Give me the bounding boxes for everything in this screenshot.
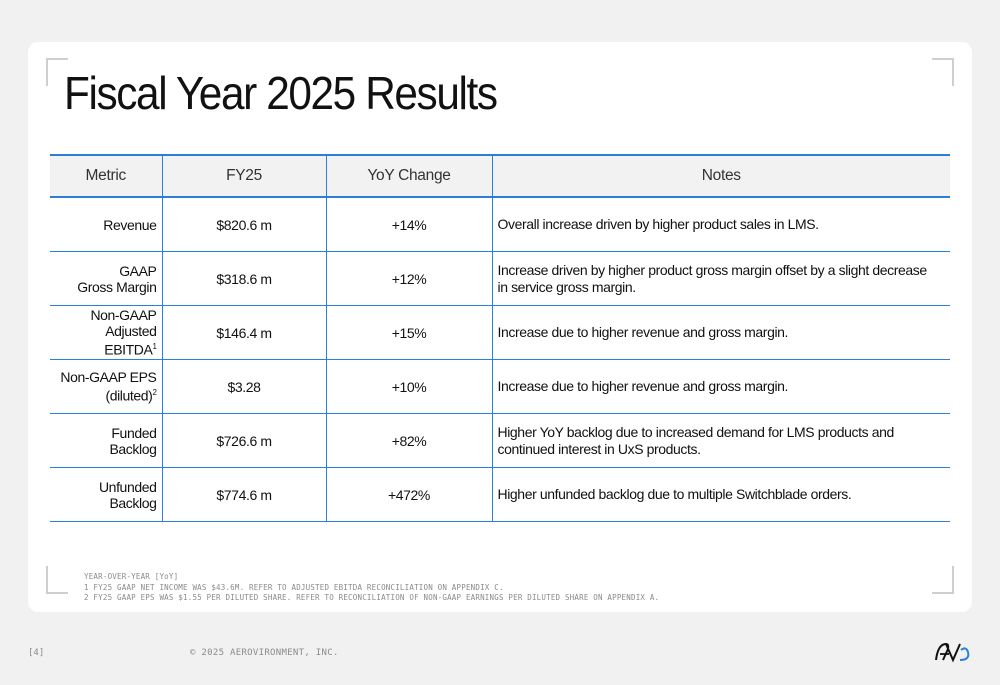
header-notes: Notes bbox=[491, 154, 950, 198]
header-yoy-change: YoY Change bbox=[325, 154, 492, 198]
corner-mark-bottom-left bbox=[46, 566, 68, 594]
fy25-value: $146.4 m bbox=[161, 305, 326, 360]
corner-mark-top-right bbox=[932, 58, 954, 86]
yoy-value: +15% bbox=[325, 305, 492, 360]
fy25-value: $318.6 m bbox=[161, 251, 326, 306]
footnote-ref: 1 bbox=[152, 342, 157, 352]
table-row: Funded Backlog $726.6 m +82% Higher YoY b… bbox=[50, 413, 950, 468]
page-number: [4] bbox=[28, 648, 45, 658]
metric-cell: GAAP Gross Margin bbox=[50, 251, 162, 306]
table-row: Non-GAAP Adjusted EBITDA1 $146.4 m +15% I… bbox=[50, 305, 950, 360]
footnote-ref: 2 bbox=[152, 388, 157, 398]
notes-text: Increase due to higher revenue and gross… bbox=[491, 305, 950, 360]
footnotes: YEAR-OVER-YEAR [YoY] 1 FY25 GAAP NET INC… bbox=[84, 572, 659, 604]
corner-mark-bottom-right bbox=[932, 566, 954, 594]
corner-mark-top-left bbox=[46, 58, 68, 86]
metric-cell: Non-GAAP EPS (diluted)2 bbox=[50, 359, 162, 414]
notes-text: Higher unfunded backlog due to multiple … bbox=[491, 467, 950, 522]
slide-card: Fiscal Year 2025 Results Metric FY25 YoY… bbox=[28, 42, 972, 612]
footnote-2: 2 FY25 GAAP EPS WAS $1.55 PER DILUTED SH… bbox=[84, 593, 660, 602]
fy25-value: $774.6 m bbox=[161, 467, 326, 522]
metric-label: Non-GAAP EPS bbox=[60, 369, 157, 386]
metric-label-line2: Backlog bbox=[109, 440, 157, 457]
metric-cell: Funded Backlog bbox=[50, 413, 162, 468]
notes-text: Increase driven by higher product gross … bbox=[491, 251, 950, 306]
table-row: Unfunded Backlog $774.6 m +472% Higher un… bbox=[50, 467, 950, 522]
metric-label-line2: Gross Margin bbox=[77, 278, 157, 295]
metric-label-line2: (diluted) bbox=[105, 387, 153, 404]
yoy-value: +472% bbox=[325, 467, 492, 522]
metric-cell: Revenue bbox=[50, 197, 162, 252]
copyright-text: © 2025 AEROVIRONMENT, INC. bbox=[190, 648, 339, 658]
header-metric: Metric bbox=[50, 154, 162, 198]
fy25-value: $726.6 m bbox=[161, 413, 326, 468]
table-header-row: Metric FY25 YoY Change Notes bbox=[50, 154, 950, 198]
header-fy25: FY25 bbox=[161, 154, 326, 198]
metric-label: Non-GAAP bbox=[90, 307, 157, 324]
fy25-value: $3.28 bbox=[161, 359, 326, 414]
footnote-yoy: YEAR-OVER-YEAR [YoY] bbox=[84, 572, 179, 581]
metric-label-line2: Adjusted EBITDA bbox=[104, 323, 157, 358]
metric-label: Revenue bbox=[103, 216, 157, 233]
yoy-value: +14% bbox=[325, 197, 492, 252]
metric-label-line2: Backlog bbox=[109, 494, 157, 511]
metric-cell: Unfunded Backlog bbox=[50, 467, 162, 522]
table-row: GAAP Gross Margin $318.6 m +12% Increase … bbox=[50, 251, 950, 306]
metric-label: Funded bbox=[111, 424, 157, 441]
aerovironment-logo-icon bbox=[935, 642, 970, 663]
metric-label: GAAP bbox=[119, 262, 157, 279]
notes-text: Increase due to higher revenue and gross… bbox=[491, 359, 950, 414]
notes-text: Higher YoY backlog due to increased dema… bbox=[491, 413, 950, 468]
table-row: Revenue $820.6 m +14% Overall increase d… bbox=[50, 197, 950, 252]
footnote-1: 1 FY25 GAAP NET INCOME WAS $43.6M. REFER… bbox=[84, 582, 504, 592]
metric-cell: Non-GAAP Adjusted EBITDA1 bbox=[50, 305, 162, 360]
metric-label: Unfunded bbox=[98, 478, 157, 495]
yoy-value: +10% bbox=[325, 359, 492, 414]
fy25-value: $820.6 m bbox=[161, 197, 326, 252]
table-row: Non-GAAP EPS (diluted)2 $3.28 +10% Increa… bbox=[50, 359, 950, 414]
results-table: Metric FY25 YoY Change Notes Revenue $82… bbox=[50, 154, 950, 522]
yoy-value: +12% bbox=[325, 251, 492, 306]
yoy-value: +82% bbox=[325, 413, 492, 468]
slide-title: Fiscal Year 2025 Results bbox=[64, 67, 498, 119]
notes-text: Overall increase driven by higher produc… bbox=[491, 197, 950, 252]
